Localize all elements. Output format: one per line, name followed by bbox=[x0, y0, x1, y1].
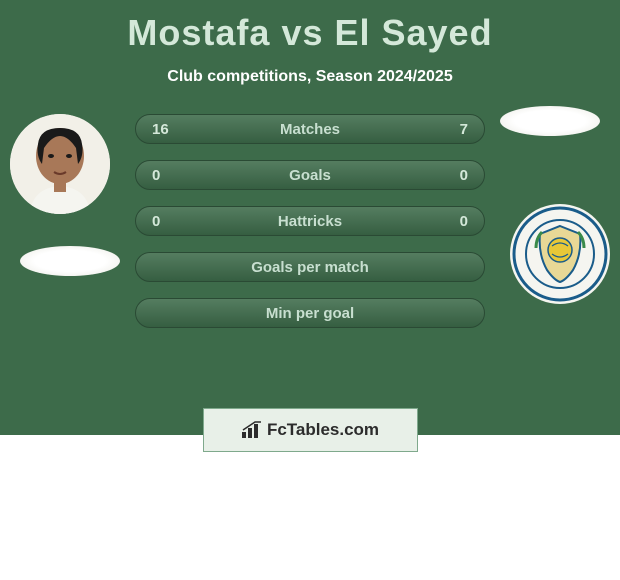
chart-icon bbox=[241, 421, 263, 439]
stat-left-value: 0 bbox=[152, 167, 182, 184]
player-left-avatar bbox=[10, 114, 110, 214]
stat-row-matches: 16 Matches 7 bbox=[135, 114, 485, 144]
stat-right-value: 0 bbox=[438, 213, 468, 230]
player-left-photo-icon bbox=[10, 114, 110, 214]
player-right-placeholder-ellipse bbox=[500, 106, 600, 136]
stat-row-min-per-goal: Min per goal bbox=[135, 298, 485, 328]
stat-label: Goals per match bbox=[182, 259, 438, 276]
watermark-box: FcTables.com bbox=[203, 408, 418, 452]
stat-left-value: 0 bbox=[152, 213, 182, 230]
stat-label: Min per goal bbox=[182, 305, 438, 322]
player-right-crest bbox=[510, 204, 610, 304]
stat-right-value: 7 bbox=[438, 121, 468, 138]
page-title: Mostafa vs El Sayed bbox=[0, 0, 620, 54]
club-crest-icon bbox=[510, 204, 610, 304]
stat-left-value: 16 bbox=[152, 121, 182, 138]
watermark-content: FcTables.com bbox=[241, 420, 379, 440]
stats-bars: 16 Matches 7 0 Goals 0 0 Hattricks 0 Goa… bbox=[135, 114, 485, 328]
stat-label: Goals bbox=[182, 167, 438, 184]
subtitle: Club competitions, Season 2024/2025 bbox=[0, 68, 620, 86]
stat-row-goals: 0 Goals 0 bbox=[135, 160, 485, 190]
date-text: 1 march 2025 bbox=[0, 474, 620, 494]
comparison-content: 16 Matches 7 0 Goals 0 0 Hattricks 0 Goa… bbox=[0, 114, 620, 394]
stat-label: Matches bbox=[182, 121, 438, 138]
stat-row-goals-per-match: Goals per match bbox=[135, 252, 485, 282]
stat-right-value: 0 bbox=[438, 167, 468, 184]
watermark-text: FcTables.com bbox=[267, 420, 379, 440]
stat-row-hattricks: 0 Hattricks 0 bbox=[135, 206, 485, 236]
player-left-placeholder-ellipse bbox=[20, 246, 120, 276]
stat-label: Hattricks bbox=[182, 213, 438, 230]
